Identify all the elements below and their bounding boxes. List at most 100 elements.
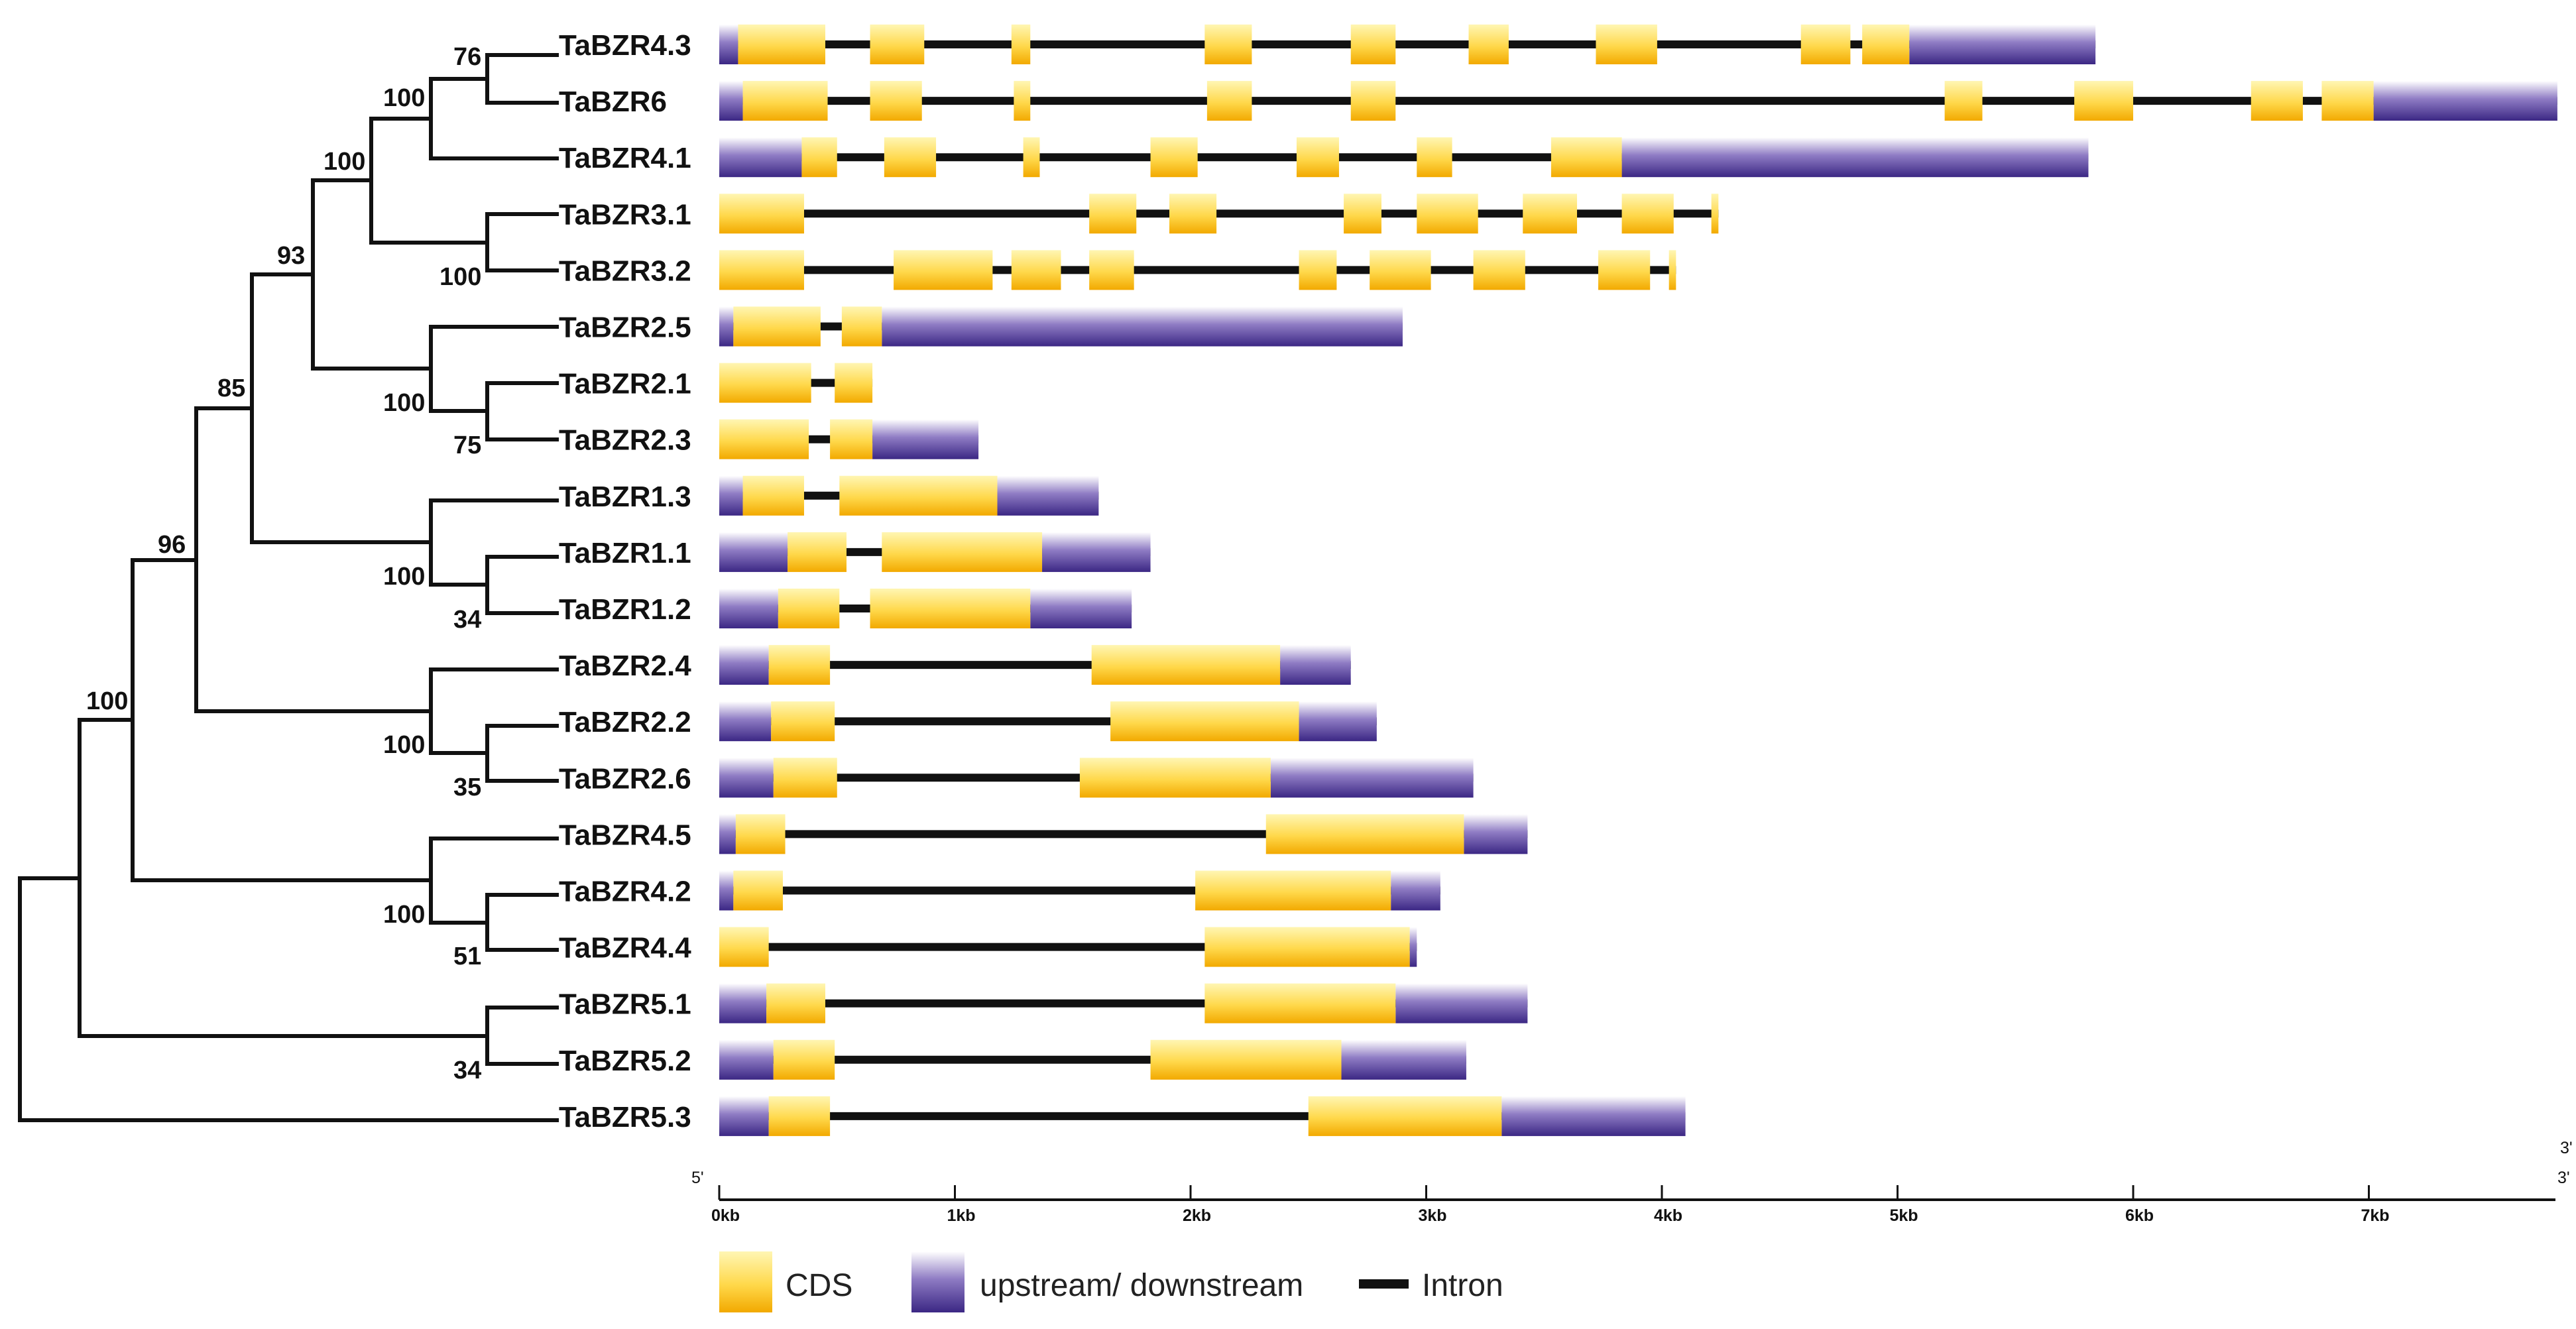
cds-exon [1468, 25, 1509, 64]
scale-axis: 5' 3' 3' 0kb 1kb 2kb 3kb 4kb 5kb 6kb 7kb [691, 1139, 2573, 1225]
gene-name-label: TaBZR4.4 [559, 932, 691, 964]
utr-segment [1391, 870, 1440, 911]
cds-exon [1598, 250, 1651, 290]
cds-exon [733, 306, 821, 347]
utr-segment [719, 983, 767, 1023]
axis-tick-label: 2kb [1183, 1206, 1211, 1225]
utr-segment [719, 25, 738, 64]
gene-row: TaBZR3.1 [559, 194, 1719, 234]
cds-exon [742, 81, 828, 121]
cds-exon [773, 758, 837, 798]
cds-exon [1800, 25, 1851, 64]
utr-segment [719, 1096, 769, 1136]
utr-segment [1409, 927, 1417, 967]
bootstrap-value: 96 [158, 531, 186, 559]
cds-exon [1944, 81, 1983, 121]
gene-row: TaBZR4.2 [559, 870, 1440, 911]
cds-exon [1195, 870, 1391, 911]
axis-tick-label: 1kb [947, 1206, 976, 1225]
cds-exon [1204, 25, 1252, 64]
cds-exon [1091, 645, 1281, 685]
cds-exon [1370, 250, 1431, 290]
gene-row: TaBZR5.1 [559, 983, 1528, 1023]
cds-exon [1862, 25, 1910, 64]
utr-segment [1299, 701, 1377, 742]
gene-row: TaBZR1.1 [559, 532, 1151, 572]
gene-name-label: TaBZR2.2 [559, 706, 691, 738]
cds-exon [801, 137, 837, 178]
cds-exon [2321, 81, 2374, 121]
gene-row: TaBZR2.3 [559, 419, 979, 459]
axis-tick-label: 7kb [2361, 1206, 2390, 1225]
cds-exon [2074, 81, 2133, 121]
cds-exon [870, 589, 1031, 628]
cds-exon [771, 701, 835, 742]
bootstrap-labels: 76 100 100 100 93 100 75 85 100 34 96 10… [86, 43, 481, 1084]
utr-segment [1501, 1096, 1686, 1136]
cds-exon [1669, 250, 1676, 290]
gene-row: TaBZR2.6 [559, 758, 1474, 798]
legend-utr-label: upstream/ downstream [980, 1268, 1303, 1303]
axis-tick-label: 5kb [1890, 1206, 1918, 1225]
utr-segment [719, 645, 769, 685]
bootstrap-value: 34 [453, 606, 481, 634]
legend-cds-label: CDS [786, 1268, 852, 1303]
gene-name-label: TaBZR4.1 [559, 142, 691, 174]
utr-segment [1270, 758, 1474, 798]
utr-segment [719, 532, 788, 572]
cds-exon [1350, 25, 1396, 64]
cds-exon [1417, 137, 1452, 178]
gene-row: TaBZR5.2 [559, 1039, 1466, 1080]
bootstrap-value: 93 [277, 242, 305, 270]
utr-segment [719, 870, 734, 911]
utr-segment [1280, 645, 1351, 685]
cds-exon [1308, 1096, 1502, 1136]
cds-exon [1417, 194, 1478, 234]
cds-exon [1150, 1039, 1342, 1080]
cds-exon [1089, 194, 1137, 234]
cds-exon [1011, 250, 1061, 290]
utr-segment [1621, 137, 2089, 178]
bootstrap-value: 100 [383, 84, 425, 112]
bootstrap-value: 100 [383, 901, 425, 929]
gene-name-label: TaBZR1.3 [559, 481, 691, 513]
utr-segment [719, 475, 743, 516]
legend-intron-swatch [1359, 1279, 1409, 1289]
cds-exon [1011, 25, 1031, 64]
bootstrap-value: 100 [383, 731, 425, 759]
utr-segment [719, 589, 778, 628]
cds-exon [835, 363, 873, 403]
gene-name-label: TaBZR1.2 [559, 593, 691, 626]
gene-row: TaBZR3.2 [559, 250, 1676, 290]
legend-cds-swatch [719, 1251, 772, 1312]
gene-row: TaBZR4.4 [559, 927, 1417, 967]
gene-row: TaBZR6 [559, 81, 2557, 121]
phylogenetic-tree: 76 100 100 100 93 100 75 85 100 34 96 10… [18, 43, 559, 1122]
cds-exon [1621, 194, 1674, 234]
utr-segment [719, 758, 774, 798]
cds-exon [742, 475, 804, 516]
gene-name-label: TaBZR2.3 [559, 424, 691, 457]
gene-name-label: TaBZR4.2 [559, 876, 691, 908]
gene-row: TaBZR2.1 [559, 363, 873, 403]
utr-segment [1909, 25, 2096, 64]
gene-row: TaBZR1.2 [559, 589, 1132, 628]
bootstrap-value: 76 [453, 43, 481, 71]
gene-name-label: TaBZR3.2 [559, 255, 691, 287]
cds-exon [773, 1039, 835, 1080]
cds-exon [1473, 250, 1525, 290]
legend-utr-swatch [911, 1251, 965, 1312]
cds-exon [1299, 250, 1337, 290]
cds-exon [768, 645, 831, 685]
tree-branches [18, 53, 559, 1122]
cds-exon [894, 250, 993, 290]
gene-name-label: TaBZR4.3 [559, 29, 691, 62]
bootstrap-value: 100 [323, 148, 365, 176]
utr-segment [719, 701, 772, 742]
legend: CDS upstream/ downstream Intron [719, 1251, 1503, 1312]
bootstrap-value: 85 [217, 375, 245, 402]
cds-exon [735, 814, 786, 854]
gene-row: TaBZR2.4 [559, 645, 1351, 685]
legend-intron-label: Intron [1422, 1268, 1503, 1303]
